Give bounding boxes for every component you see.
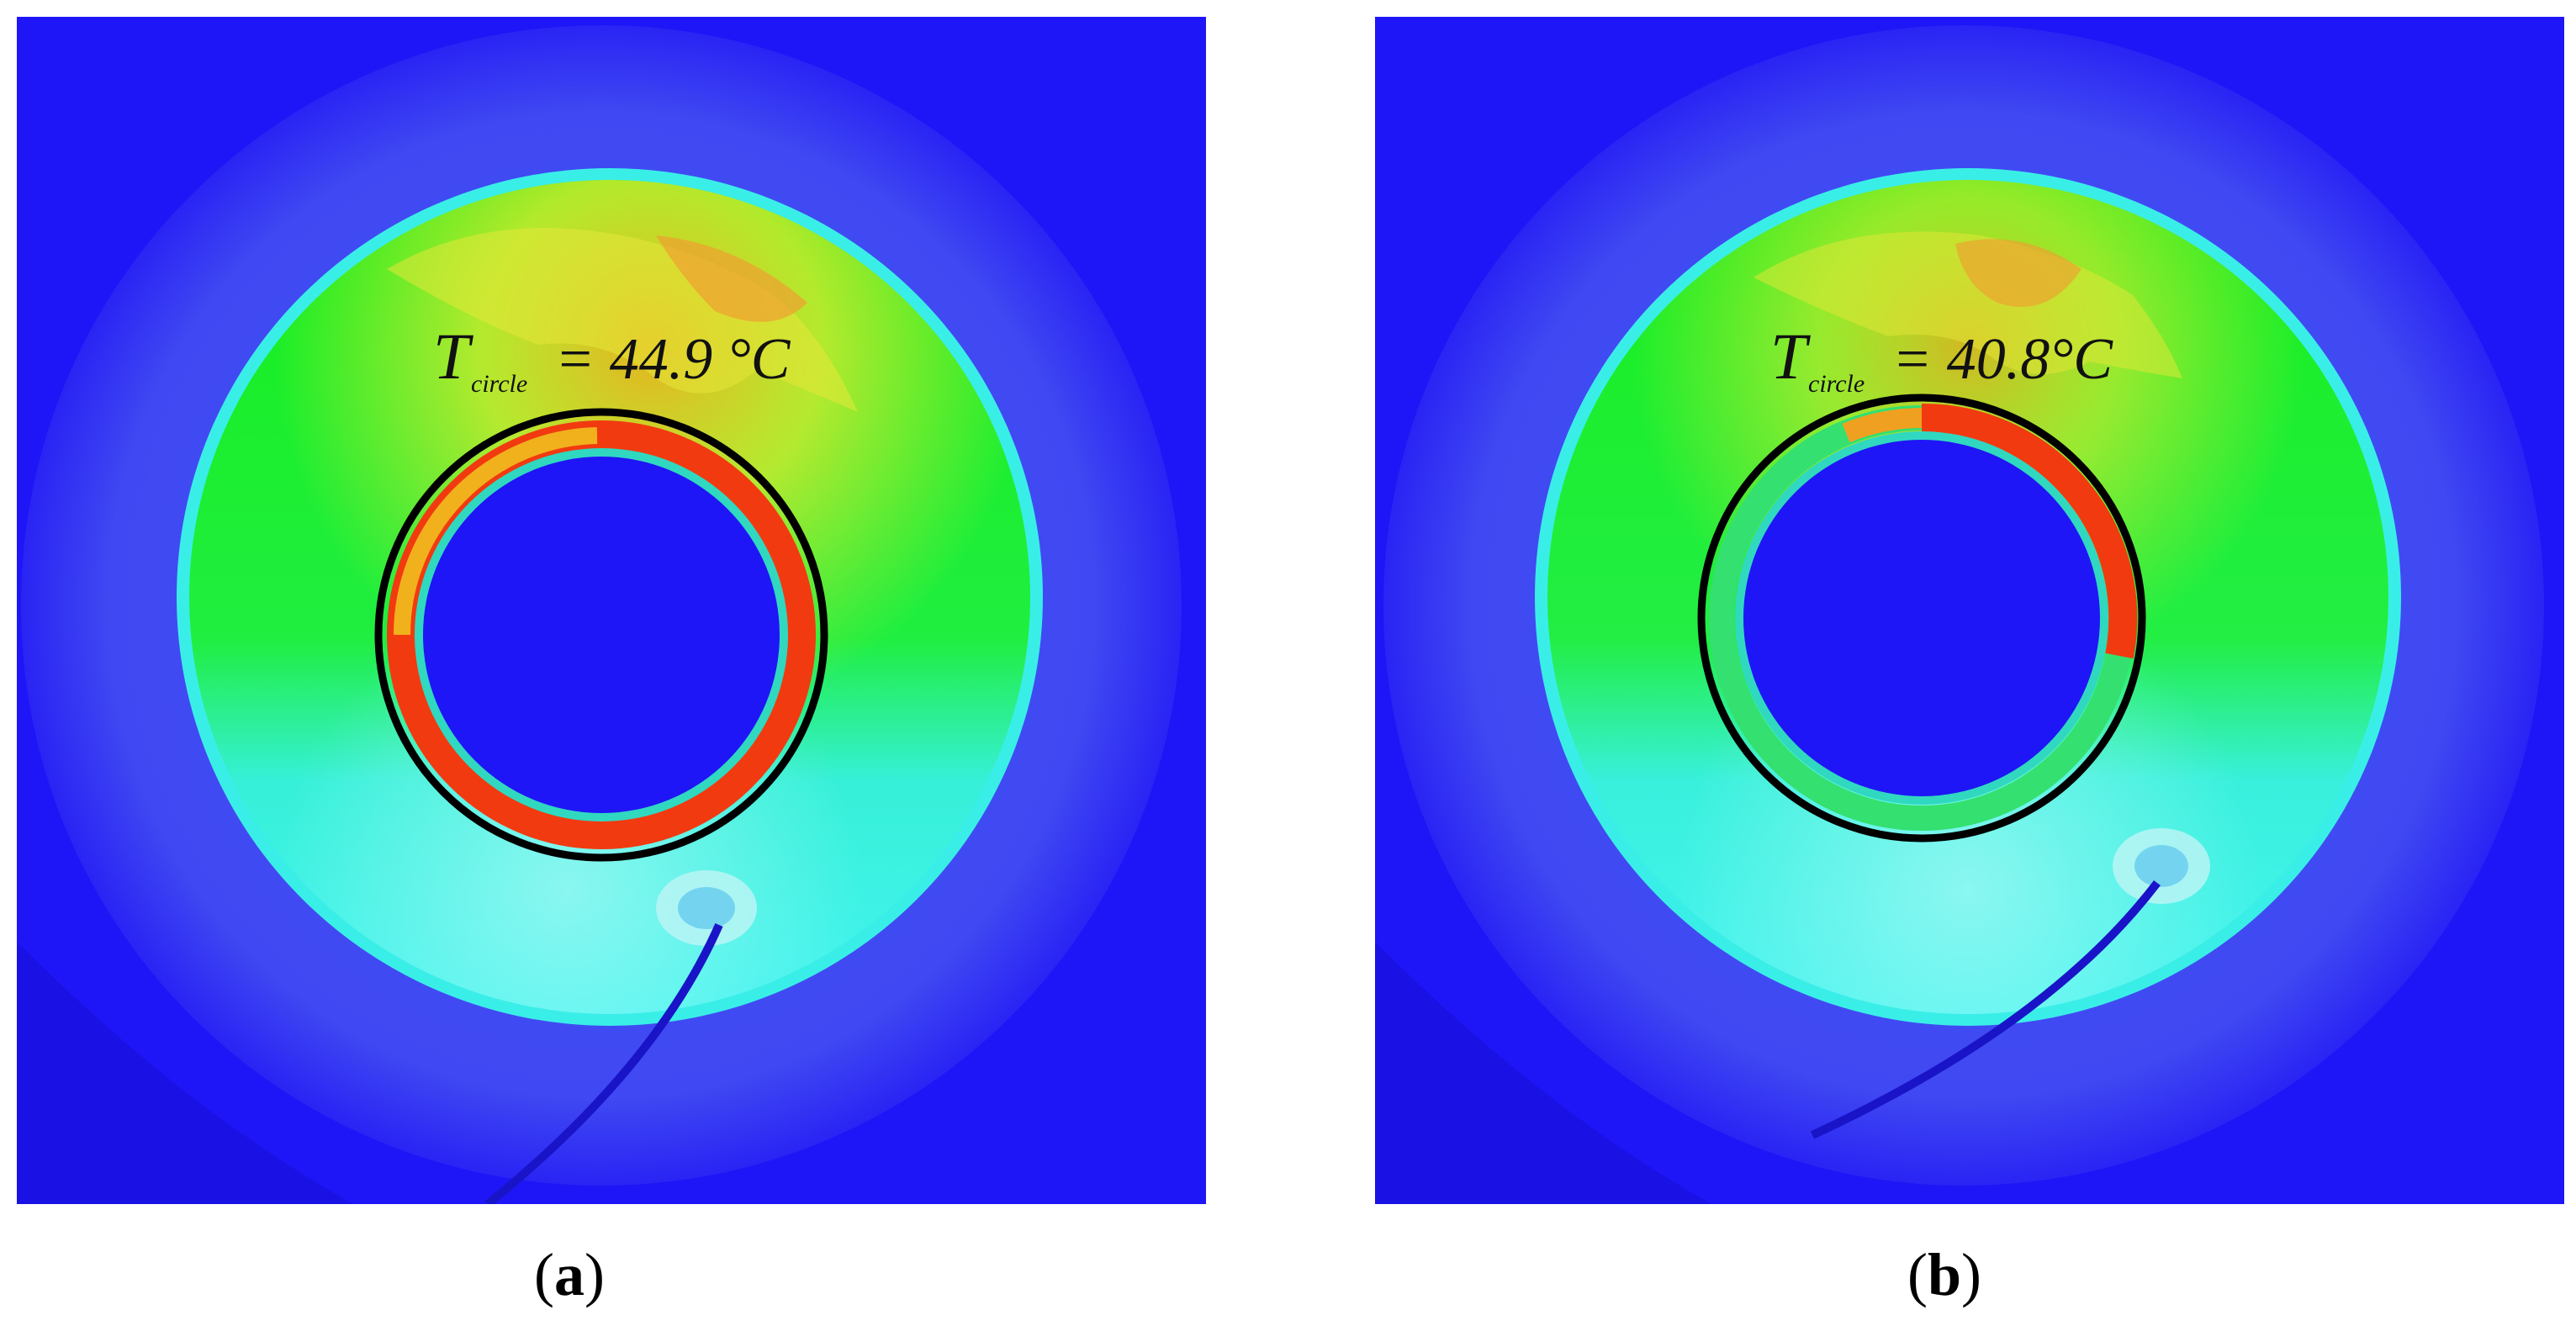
caption-a: (a) <box>485 1244 653 1305</box>
central-hole-b <box>1743 440 2100 796</box>
caption-b-letter: b <box>1927 1241 1962 1308</box>
thermal-image-b-graphic: T circle = 40.8°C <box>1375 17 2564 1204</box>
temp-symbol-a: T <box>433 320 473 393</box>
measurement-circle-a <box>374 408 828 862</box>
caption-a-close: ) <box>584 1241 605 1308</box>
temp-value-b: = 40.8°C <box>1892 327 2113 392</box>
temp-subscript-b: circle <box>1808 370 1865 398</box>
caption-b-open: ( <box>1907 1241 1928 1308</box>
thermal-image-b: T circle = 40.8°C <box>1375 17 2564 1204</box>
thermal-image-a: T circle = 44.9 °C <box>17 17 1206 1204</box>
temp-symbol-b: T <box>1770 320 1811 393</box>
temperature-label-a: T circle = 44.9 °C <box>433 320 791 398</box>
temp-value-a: = 44.9 °C <box>555 327 791 392</box>
central-hole-a <box>423 457 780 813</box>
caption-a-open: ( <box>534 1241 554 1308</box>
caption-b-close: ) <box>1961 1241 1981 1308</box>
measurement-circle-b <box>1697 394 2146 843</box>
caption-a-letter: a <box>554 1241 584 1308</box>
temperature-label-b: T circle = 40.8°C <box>1770 320 2113 398</box>
thermal-image-a-graphic: T circle = 44.9 °C <box>17 17 1206 1204</box>
caption-b: (b) <box>1860 1244 2029 1305</box>
temp-subscript-a: circle <box>471 370 527 398</box>
